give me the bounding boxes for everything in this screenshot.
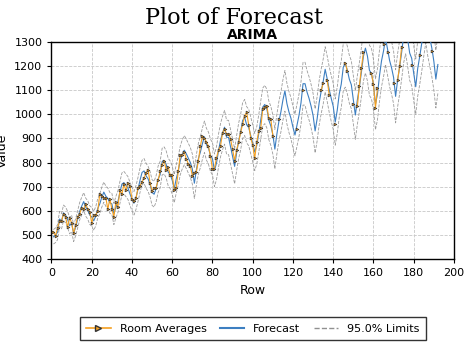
Text: Plot of Forecast: Plot of Forecast — [145, 7, 323, 29]
Legend: Room Averages, Forecast, 95.0% Limits: Room Averages, Forecast, 95.0% Limits — [80, 317, 426, 340]
Y-axis label: Value: Value — [0, 133, 9, 168]
Title: ARIMA: ARIMA — [227, 28, 278, 42]
X-axis label: Row: Row — [240, 284, 266, 296]
